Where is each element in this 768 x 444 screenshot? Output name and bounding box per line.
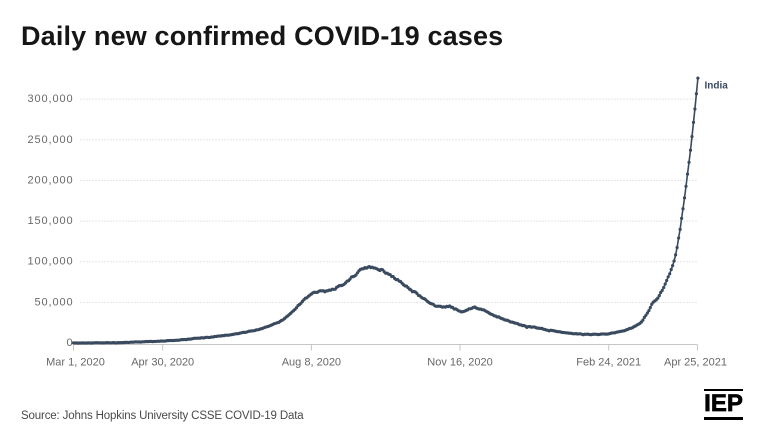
svg-text:0: 0 <box>66 337 73 349</box>
svg-text:250,000: 250,000 <box>27 134 73 146</box>
svg-text:100,000: 100,000 <box>27 256 73 268</box>
svg-text:Aug 8, 2020: Aug 8, 2020 <box>282 357 341 369</box>
svg-text:Mar 1, 2020: Mar 1, 2020 <box>46 357 105 369</box>
svg-text:300,000: 300,000 <box>27 93 73 105</box>
svg-text:200,000: 200,000 <box>27 174 73 186</box>
svg-text:150,000: 150,000 <box>27 215 73 227</box>
svg-text:Apr 25, 2021: Apr 25, 2021 <box>664 357 727 369</box>
svg-text:50,000: 50,000 <box>34 296 73 308</box>
svg-text:India: India <box>705 81 729 92</box>
svg-text:Feb 24, 2021: Feb 24, 2021 <box>576 357 641 369</box>
svg-text:Apr 30, 2020: Apr 30, 2020 <box>131 357 194 369</box>
svg-text:Nov 16, 2020: Nov 16, 2020 <box>427 357 492 369</box>
